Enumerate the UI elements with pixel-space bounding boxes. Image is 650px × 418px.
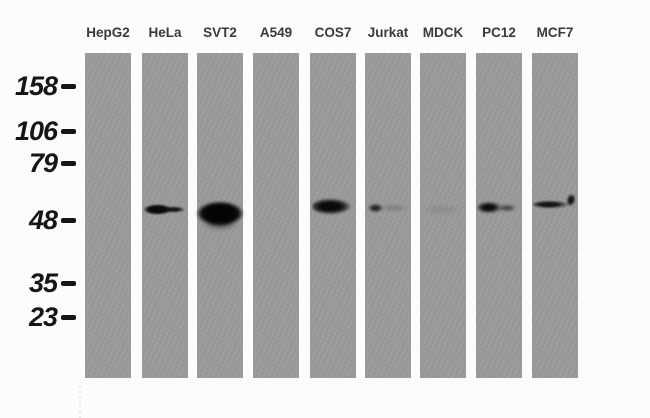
membrane-lane-hepg2 [85,53,131,378]
membrane-lane-svt2 [196,53,244,378]
membrane-lane-jurkat [365,53,411,378]
marker-tick [61,83,76,89]
marker-tick [61,314,76,320]
lane-label: HepG2 [86,25,130,40]
protein-band [379,205,409,211]
lane-column-hela: HeLa [142,22,188,378]
marker-tick [61,160,76,166]
lane-label: SVT2 [203,25,237,40]
lane-column-mcf7: MCF7 [532,22,578,378]
lane-column-a549: A549 [253,22,299,378]
lane-label: MDCK [422,25,464,40]
marker-tick [61,280,76,286]
marker-value: 106 [14,116,58,146]
marker-value: 79 [28,148,58,178]
protein-band [477,201,503,214]
lane-column-cos7: COS7 [310,22,356,378]
lane-column-mdck: MDCK [420,22,466,378]
protein-band [161,206,186,213]
lane-label: A549 [259,25,293,40]
marker-value: 158 [14,71,58,101]
marker-value: 23 [28,302,58,332]
lane-label: PC12 [482,25,516,40]
lane-label: COS7 [314,25,352,40]
marker-row-106: 106 [0,116,76,146]
marker-value: 48 [28,205,58,235]
marker-row-48: 48 [0,205,76,235]
marker-tick [61,128,76,134]
marker-row-79: 79 [0,148,76,178]
lane-column-hepg2: HepG2 [85,22,131,378]
lane-column-pc12: PC12 [476,22,522,378]
membrane-lane-mcf7 [532,53,578,378]
membrane-lane-mdck [420,53,466,378]
protein-band [143,204,172,215]
membrane-lane-pc12 [476,53,522,378]
membrane-lane-hela [142,53,188,378]
marker-value: 35 [28,268,58,298]
protein-band [312,198,355,215]
scan-artifact-line [79,386,81,418]
marker-row-23: 23 [0,302,76,332]
membrane-lane-cos7 [310,53,356,378]
lane-label: HeLa [148,25,182,40]
marker-row-35: 35 [0,268,76,298]
protein-band [367,203,384,213]
protein-band [422,206,464,213]
marker-tick [61,217,76,223]
lane-column-svt2: SVT2 [196,22,244,378]
lane-label: Jurkat [367,25,409,40]
membrane-lane-a549 [253,53,299,378]
marker-row-158: 158 [0,71,76,101]
protein-band [564,191,578,209]
lane-column-jurkat: Jurkat [365,22,411,378]
protein-band [201,216,239,230]
lane-label: MCF7 [536,25,574,40]
protein-band [533,200,573,209]
protein-band [497,204,517,212]
